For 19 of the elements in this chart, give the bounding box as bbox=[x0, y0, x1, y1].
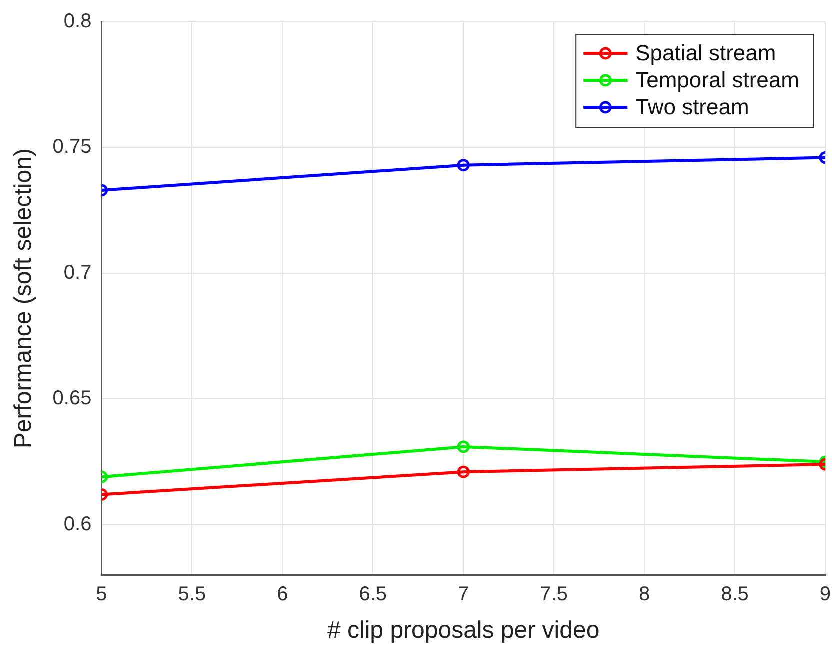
x-tick-label: 5 bbox=[96, 584, 108, 606]
x-axis-title: # clip proposals per video bbox=[328, 617, 600, 644]
legend-label: Two stream bbox=[636, 94, 750, 120]
x-tick-label: 8 bbox=[638, 584, 650, 606]
y-tick-label: 0.65 bbox=[52, 388, 92, 410]
legend-label: Temporal stream bbox=[636, 68, 800, 93]
y-tick-label: 0.6 bbox=[64, 513, 92, 536]
x-tick-label: 7.5 bbox=[540, 584, 568, 606]
y-tick-label: 0.8 bbox=[64, 10, 92, 33]
legend-label: Spatial stream bbox=[636, 40, 776, 66]
x-tick-label: 8.5 bbox=[721, 584, 749, 606]
y-axis-title: Performance (soft selection) bbox=[10, 148, 38, 449]
x-tick-label: 5.5 bbox=[178, 584, 206, 606]
y-tick-label: 0.75 bbox=[52, 136, 92, 158]
x-tick-label: 6 bbox=[277, 584, 288, 606]
x-tick-label: 6.5 bbox=[359, 584, 388, 606]
x-tick-label: 9 bbox=[820, 584, 831, 606]
x-tick-label: 7 bbox=[458, 584, 470, 606]
y-tick-label: 0.7 bbox=[64, 262, 92, 284]
